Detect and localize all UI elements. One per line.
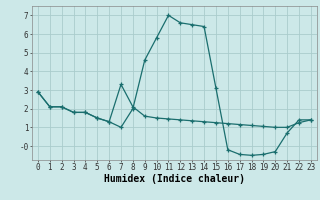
X-axis label: Humidex (Indice chaleur): Humidex (Indice chaleur): [104, 174, 245, 184]
